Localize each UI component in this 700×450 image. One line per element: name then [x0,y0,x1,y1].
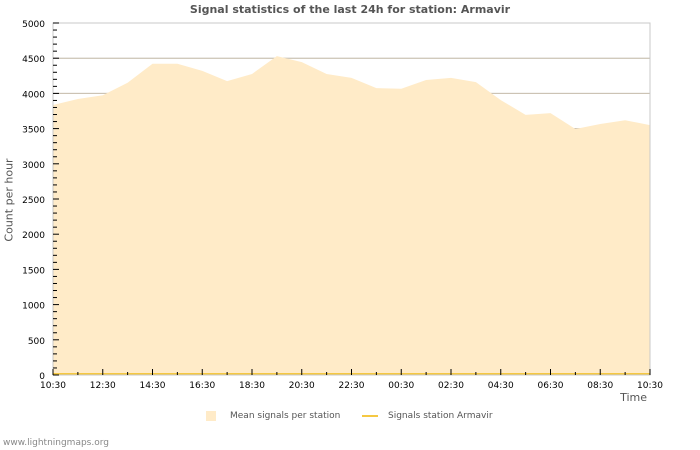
chart-title: Signal statistics of the last 24h for st… [189,3,511,16]
svg-text:2000: 2000 [22,231,45,241]
x-axis-label: Time [620,391,647,404]
area-swatch-icon [206,411,216,421]
svg-text:14:30: 14:30 [140,381,166,391]
legend-item-station[interactable]: Signals station Armavir [362,411,493,421]
svg-text:12:30: 12:30 [90,381,116,391]
svg-text:2500: 2500 [22,196,45,206]
svg-text:4500: 4500 [22,55,45,65]
svg-text:02:30: 02:30 [438,381,464,391]
legend-item-mean[interactable]: Mean signals per station [206,411,340,421]
chart-plot: 0 500 1000 1500 2000 2500 3000 3500 4000 4500 5000… [22,20,663,391]
svg-text:10:30: 10:30 [637,381,663,391]
svg-text:0: 0 [39,372,45,382]
svg-text:3000: 3000 [22,161,45,171]
svg-text:08:30: 08:30 [587,381,613,391]
svg-text:500: 500 [28,337,45,347]
legend: Mean signals per station Signals station… [0,411,700,427]
svg-text:06:30: 06:30 [538,381,564,391]
svg-text:4000: 4000 [22,90,45,100]
footer-credit: www.lightningmaps.org [3,438,109,448]
svg-text:18:30: 18:30 [239,381,265,391]
svg-text:1500: 1500 [22,266,45,276]
svg-text:16:30: 16:30 [189,381,215,391]
svg-text:22:30: 22:30 [339,381,365,391]
svg-text:20:30: 20:30 [289,381,315,391]
legend-label-station: Signals station Armavir [388,411,493,421]
svg-text:00:30: 00:30 [388,381,414,391]
svg-text:3500: 3500 [22,126,45,136]
svg-text:1000: 1000 [22,302,45,312]
x-tick-labels: 10:30 12:30 14:30 16:30 18:30 20:30 22:30 00:30… [40,369,663,391]
line-swatch-icon [362,415,378,417]
mean-signals-area [53,56,650,375]
svg-text:04:30: 04:30 [488,381,514,391]
svg-text:5000: 5000 [22,20,45,30]
svg-text:10:30: 10:30 [40,381,66,391]
y-tick-labels: 0 500 1000 1500 2000 2500 3000 3500 4000 4500 5000 [22,20,59,382]
legend-label-mean: Mean signals per station [230,411,341,421]
